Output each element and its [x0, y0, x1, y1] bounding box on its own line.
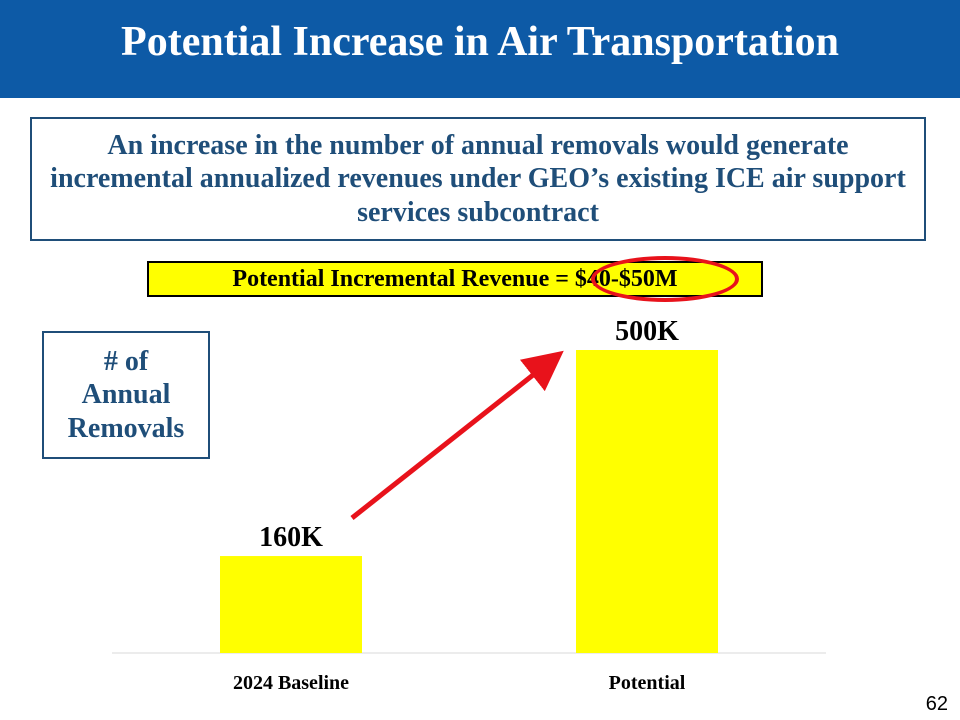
data-label-0: 160K [259, 522, 323, 553]
page-number: 62 [925, 693, 948, 715]
growth-arrow [350, 350, 564, 520]
y-axis-label: # of Annual Removals [67, 345, 185, 444]
plot-area: 160K 2024 Baseline 500K Potential [112, 316, 826, 694]
subtitle-text: An increase in the number of annual remo… [50, 129, 906, 228]
x-tick-label-0: 2024 Baseline [233, 672, 349, 694]
revenue-banner: Potential Incremental Revenue = $40-$50M [147, 261, 763, 297]
revenue-label: Potential Incremental Revenue = [232, 265, 569, 292]
y-axis-label-box: # of Annual Removals [42, 331, 210, 459]
header-bar [0, 0, 960, 98]
slide-title: Potential Increase in Air Transportation [121, 19, 839, 65]
subtitle-box: An increase in the number of annual remo… [30, 117, 926, 241]
revenue-highlight-ellipse [591, 256, 739, 302]
data-label-1: 500K [615, 316, 679, 347]
bar-1 [576, 350, 718, 653]
x-tick-label-1: Potential [609, 672, 686, 694]
bar-0 [220, 556, 362, 653]
